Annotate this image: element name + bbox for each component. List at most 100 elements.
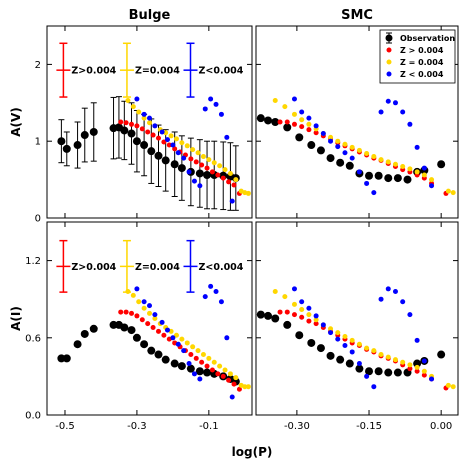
- observation-point: [195, 367, 204, 376]
- observation-point: [132, 137, 141, 146]
- model-point: [407, 362, 413, 368]
- observation-point: [403, 175, 412, 184]
- model-point: [173, 332, 179, 338]
- model-point: [233, 177, 239, 183]
- observation-point: [154, 350, 163, 359]
- model-point: [342, 334, 348, 340]
- model-point: [125, 97, 131, 103]
- observation-point: [355, 364, 364, 373]
- series-3: [134, 96, 235, 204]
- observation-point: [295, 133, 304, 142]
- model-point: [134, 96, 140, 102]
- y-axis-label-av: A(V): [9, 107, 23, 137]
- observation-point: [161, 156, 170, 165]
- model-point: [364, 180, 370, 186]
- series-1: [277, 309, 449, 391]
- model-point: [191, 178, 197, 184]
- model-point: [170, 142, 176, 148]
- model-point: [181, 348, 187, 354]
- model-point: [161, 332, 167, 338]
- model-point: [400, 109, 406, 115]
- panel-title-smc: SMC: [341, 8, 373, 23]
- model-point: [202, 294, 208, 300]
- axes-frame: [255, 25, 459, 219]
- observation-point: [295, 331, 304, 340]
- model-point: [313, 123, 319, 129]
- observation-point: [80, 131, 89, 140]
- y-tick-label: 0.0: [25, 411, 41, 422]
- z-errorbar-label: Z<0.004: [199, 262, 244, 273]
- model-point: [164, 137, 170, 143]
- observation-point: [177, 362, 186, 371]
- model-point: [385, 354, 391, 360]
- model-point: [195, 348, 201, 354]
- model-point: [378, 157, 384, 163]
- model-point: [306, 312, 312, 318]
- model-point: [200, 154, 206, 160]
- panel-top-right: Observation Z > 0.004 Z = 0.004 Z < 0.004: [255, 25, 459, 219]
- model-point: [335, 144, 341, 150]
- model-point: [184, 340, 190, 346]
- y-tick-label: 0.6: [25, 333, 41, 344]
- model-point: [282, 294, 288, 300]
- model-point: [211, 359, 217, 365]
- model-point: [291, 286, 297, 292]
- model-point: [356, 361, 362, 367]
- model-point: [378, 296, 384, 302]
- model-point: [392, 161, 398, 167]
- legend-label: Z < 0.004: [400, 70, 444, 79]
- model-point: [134, 286, 140, 292]
- model-point: [313, 317, 319, 323]
- model-point: [291, 121, 297, 127]
- observation-point: [127, 129, 136, 138]
- model-point: [188, 352, 194, 358]
- series-3: [134, 283, 235, 400]
- model-point: [155, 135, 161, 141]
- observation-point: [170, 160, 179, 169]
- data-layer: [57, 283, 251, 400]
- x-tick-label: -0.3: [127, 421, 147, 432]
- model-point: [421, 368, 427, 374]
- model-point: [306, 121, 312, 127]
- model-point: [407, 121, 413, 127]
- model-point: [385, 159, 391, 165]
- z-errorbar-label: Z=0.004: [135, 66, 180, 77]
- model-point: [215, 172, 221, 178]
- legend-marker: [386, 59, 392, 65]
- model-point: [392, 357, 398, 363]
- model-point: [129, 310, 135, 316]
- model-point: [421, 165, 427, 171]
- model-point: [231, 381, 237, 387]
- panel-top-left: 0 1 2 Z>0.004 Z=0.004 Z<0.004: [35, 25, 253, 225]
- x-tick-label: -0.15: [356, 421, 382, 432]
- observation-point: [316, 344, 325, 353]
- observation-point: [307, 338, 316, 347]
- model-point: [229, 394, 235, 400]
- data-layer: [57, 96, 251, 211]
- model-point: [193, 159, 199, 165]
- model-point: [328, 138, 334, 144]
- model-point: [299, 109, 305, 115]
- panel-bottom-left: -0.5 -0.3 -0.1 0.0 0.6 1.2 Z>0.004 Z=0.004 Z<0.0…: [25, 221, 253, 432]
- observation-point: [127, 326, 136, 335]
- observation-point: [256, 114, 265, 123]
- model-point: [407, 312, 413, 318]
- model-point: [141, 111, 147, 117]
- model-point: [164, 327, 170, 333]
- z-errorbar-label: Z=0.004: [135, 262, 180, 273]
- legend-marker: [386, 71, 392, 77]
- model-point: [328, 134, 334, 140]
- model-point: [136, 299, 142, 305]
- model-point: [233, 375, 239, 381]
- model-point: [190, 147, 196, 153]
- model-point: [141, 299, 147, 305]
- model-point: [147, 310, 152, 316]
- model-point: [193, 355, 199, 361]
- model-point: [364, 345, 370, 351]
- series-2: [125, 288, 251, 390]
- model-point: [209, 169, 215, 175]
- model-point: [371, 190, 377, 196]
- model-point: [152, 316, 158, 321]
- model-point: [139, 317, 145, 323]
- model-point: [134, 123, 140, 129]
